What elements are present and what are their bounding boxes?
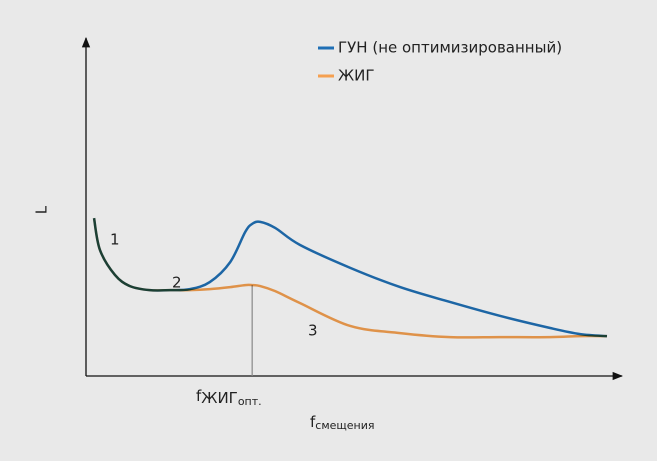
x-axis-label: fсмещения xyxy=(310,413,374,433)
y-axis-label: L xyxy=(33,205,51,214)
marker-label: fЖИГопт. xyxy=(196,387,262,409)
annotation: 2 xyxy=(172,274,182,292)
series-line xyxy=(92,217,607,339)
annotation: 1 xyxy=(110,231,120,249)
legend-label: ГУН (не оптимизированный) xyxy=(338,39,562,57)
annotation: 3 xyxy=(308,322,318,340)
series-line xyxy=(92,217,608,338)
legend-label: ЖИГ xyxy=(338,67,375,85)
